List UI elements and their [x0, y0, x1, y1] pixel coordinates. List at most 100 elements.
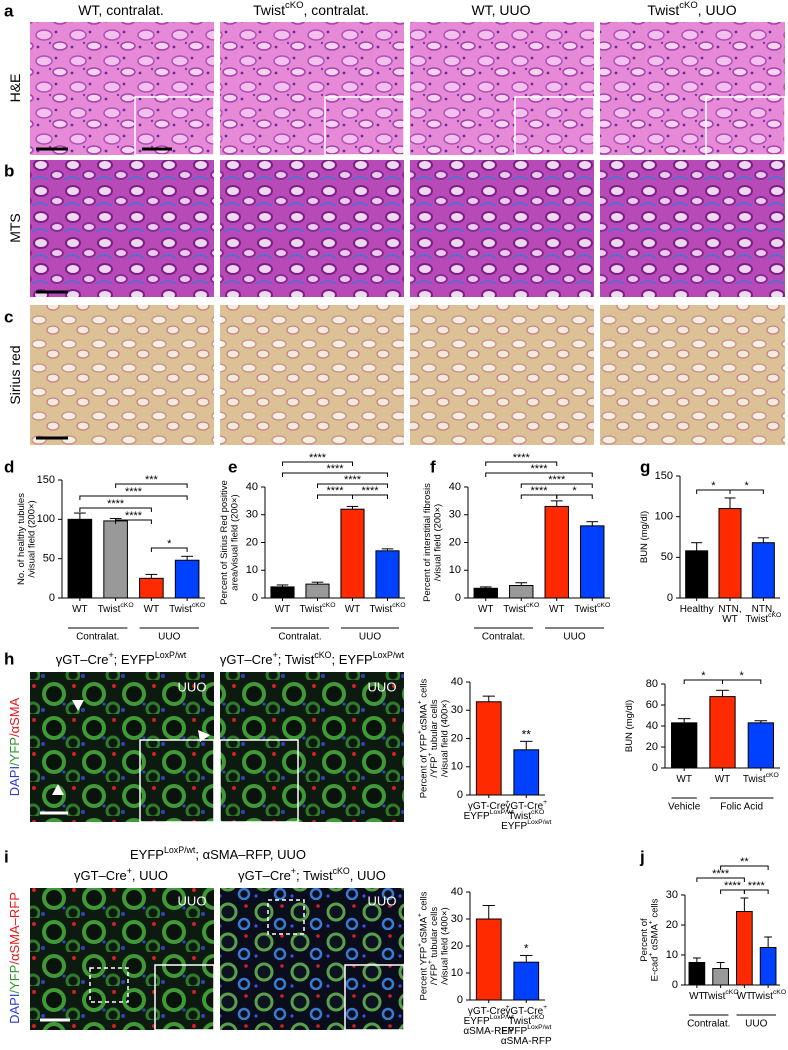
inset [219, 739, 299, 823]
stain-label: DAPI/YFP/αSMA–RFP [7, 892, 22, 1024]
y-tick-label: 150 [655, 470, 673, 482]
y-tick-label: 20 [666, 919, 678, 931]
text-run: cKO [768, 612, 781, 619]
y-tick-label: 20 [451, 940, 463, 952]
significance-bracket [317, 483, 388, 488]
x-tick-label: TwistcKO [98, 602, 134, 614]
bar [375, 550, 400, 599]
text-run: cKO [679, 0, 698, 11]
group-label: Contralat. [278, 632, 321, 643]
significance: * [711, 480, 716, 492]
significance-bracket [485, 472, 593, 477]
text-run: cKO [392, 602, 405, 609]
y-tick-label: 10 [451, 967, 463, 979]
y-tick-label: 50 [661, 551, 673, 563]
significance-bracket [729, 489, 764, 494]
text-run: LoxP/wt [527, 819, 551, 826]
x-tick-label: γGT-Cre+ [505, 1004, 547, 1016]
significance: **** [344, 474, 362, 486]
y-axis-label: Percent of [638, 918, 649, 962]
inset [154, 964, 215, 1031]
text-run: Twist [745, 614, 768, 625]
bar [270, 586, 295, 599]
x-tick-label: αSMA-RFP [463, 1026, 514, 1037]
text-run: NTN, [752, 604, 775, 615]
text-run: γGT-Cre [468, 801, 506, 812]
text-run: + [273, 650, 278, 660]
text-run: cKO [120, 602, 133, 609]
y-tick-label: 20 [451, 732, 463, 744]
panel-letter: f [430, 457, 436, 476]
inset [705, 96, 786, 156]
y-axis-label: /visual field (400×) [439, 700, 450, 777]
text-run: No. of healthy tubules [15, 493, 26, 585]
text-run: Twist [647, 2, 679, 18]
x-tick-label: γGT-Cre+ [505, 799, 547, 811]
bar [340, 508, 365, 599]
bar [513, 749, 540, 796]
text-run: + [543, 1004, 547, 1011]
significance: **** [548, 474, 566, 486]
text-run: ; EYFP [114, 652, 155, 667]
dashed-box [89, 967, 129, 1003]
text-run: + [427, 960, 434, 964]
text-run: WT [144, 604, 160, 615]
text-run: tubular cells [429, 907, 440, 961]
text-run: αSMA [649, 923, 660, 952]
x-tick-label: TwistcKO [750, 989, 786, 1001]
group-label: Folic Acid [720, 802, 763, 813]
significance: * [572, 485, 577, 497]
column-header: TwistcKO, contralat. [253, 0, 369, 18]
y-tick-label: 30 [451, 704, 463, 716]
text-run: cKO [333, 866, 350, 876]
text-run: cKO [192, 602, 205, 609]
text-run: WT [275, 604, 291, 615]
text-run: Twist [300, 604, 323, 615]
y-axis-label: area/visual field (200×) [229, 494, 240, 590]
image-header: γGT–Cre+; TwistcKO, UUO [238, 866, 386, 883]
significance-bracket [115, 519, 152, 524]
bar [139, 577, 164, 599]
bar [174, 559, 200, 599]
text-run: WT [689, 991, 705, 1002]
text-run: Twist [508, 1016, 531, 1027]
text-run: ; Twist [296, 868, 333, 883]
group-label: UUO [745, 1019, 767, 1030]
text-run: area/visual field (200×) [229, 494, 240, 590]
significance-bracket [352, 494, 388, 499]
fluorescence-h [30, 672, 404, 823]
text-run: WT [345, 604, 361, 615]
x-tick-label: TwistcKO [703, 989, 739, 1001]
text-run: Twist [703, 991, 726, 1002]
x-tick-label: WT [72, 604, 88, 615]
text-run: WT [478, 604, 494, 615]
y-tick-label: 20 [646, 741, 658, 753]
significance: **** [530, 463, 548, 475]
y-axis-label: Percent of interstitial fibrosis [421, 483, 432, 602]
text-run: cells [649, 898, 660, 920]
text-run: ; EYFP [332, 652, 373, 667]
text-run: /YFP [7, 965, 22, 994]
text-run: /YFP [429, 964, 440, 985]
y-tick-label: 150 [37, 474, 55, 486]
panel-title: EYFPLoxP/wt; αSMA–RFP, UUO [130, 845, 306, 862]
text-run: + [127, 866, 132, 876]
y-tick-label: 40 [449, 481, 461, 493]
x-tick-label: WT [689, 991, 705, 1002]
bar [688, 962, 706, 986]
text-run: γGT-Cre [505, 801, 543, 812]
bar [475, 701, 502, 796]
bar [712, 968, 729, 986]
bar [685, 550, 709, 599]
significance-bracket [556, 494, 593, 499]
text-run: LoxP/wt [490, 1014, 514, 1021]
x-tick-label: WT [676, 774, 692, 785]
text-run: LoxP/wt [373, 650, 405, 660]
image [600, 160, 785, 297]
text-run: LoxP/wt [527, 1024, 551, 1031]
text-run: LoxP/wt [490, 809, 514, 816]
inset [324, 96, 405, 156]
y-tick-label: 0 [457, 994, 463, 1006]
